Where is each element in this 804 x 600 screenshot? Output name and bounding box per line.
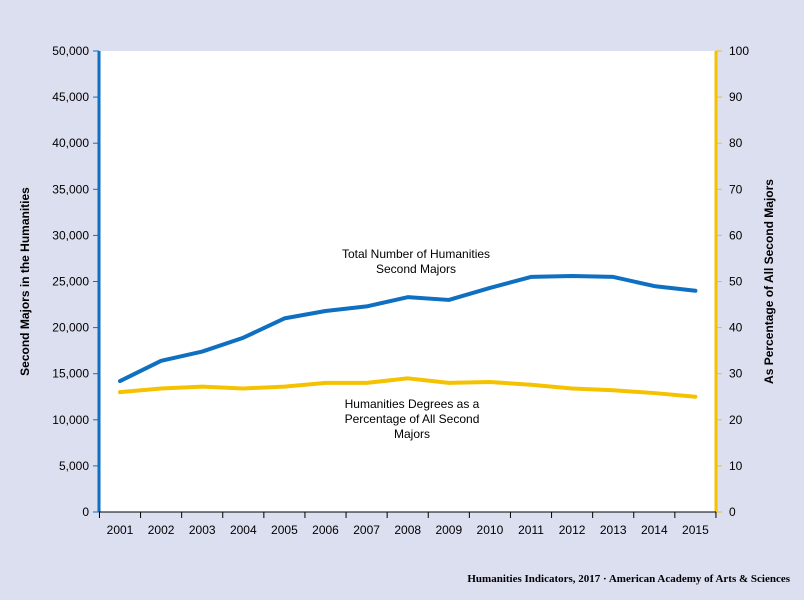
right-tick-label: 40 bbox=[729, 321, 743, 335]
x-tick-label: 2003 bbox=[189, 523, 216, 537]
x-tick-label: 2007 bbox=[353, 523, 380, 537]
x-tick-label: 2001 bbox=[107, 523, 134, 537]
plot-area bbox=[99, 51, 716, 512]
right-tick-label: 90 bbox=[729, 90, 743, 104]
right-tick-label: 50 bbox=[729, 275, 743, 289]
x-tick-label: 2005 bbox=[271, 523, 298, 537]
right-axis-title: As Percentage of All Second Majors bbox=[762, 179, 776, 384]
left-tick-label: 40,000 bbox=[52, 136, 89, 150]
x-tick-label: 2004 bbox=[230, 523, 257, 537]
x-tick-label: 2009 bbox=[435, 523, 462, 537]
right-tick-label: 100 bbox=[729, 44, 749, 58]
annotation-total-line: Second Majors bbox=[376, 262, 456, 276]
x-tick-label: 2011 bbox=[518, 523, 544, 537]
left-tick-label: 25,000 bbox=[52, 275, 89, 289]
dual-axis-line-chart: 0 5,000 10,000 15,000 20,000 25,000 30,000 35,0… bbox=[18, 44, 776, 537]
right-tick-label: 60 bbox=[729, 228, 743, 242]
annotation-percentage-line: Majors bbox=[394, 427, 430, 441]
left-tick-label: 35,000 bbox=[52, 182, 89, 196]
x-tick-label: 2008 bbox=[394, 523, 421, 537]
x-tick-label: 2012 bbox=[559, 523, 586, 537]
right-tick-label: 0 bbox=[729, 505, 736, 519]
x-tick-label: 2010 bbox=[477, 523, 504, 537]
left-tick-label: 15,000 bbox=[52, 367, 89, 381]
left-tick-label: 30,000 bbox=[52, 228, 89, 242]
right-tick-label: 70 bbox=[729, 182, 743, 196]
x-tick-label: 2006 bbox=[312, 523, 339, 537]
right-tick-label: 80 bbox=[729, 136, 743, 150]
left-tick-label: 45,000 bbox=[52, 90, 89, 104]
right-tick-label: 10 bbox=[729, 459, 743, 473]
right-tick-label: 20 bbox=[729, 413, 743, 427]
left-tick-label: 0 bbox=[82, 505, 89, 519]
annotation-percentage-line: Percentage of All Second bbox=[345, 412, 480, 426]
left-tick-label: 50,000 bbox=[52, 44, 89, 58]
source-footer: Humanities Indicators, 2017 · American A… bbox=[467, 573, 790, 585]
annotation-percentage-line: Humanities Degrees as a bbox=[345, 397, 480, 411]
series-line-total-second-majors bbox=[118, 273, 698, 384]
annotation-total-line: Total Number of Humanities bbox=[342, 247, 490, 261]
series-line-percentage bbox=[118, 376, 698, 399]
x-tick-label: 2015 bbox=[682, 523, 709, 537]
right-tick-label: 30 bbox=[729, 367, 743, 381]
left-tick-label: 10,000 bbox=[52, 413, 89, 427]
left-tick-label: 5,000 bbox=[59, 459, 89, 473]
x-tick-label: 2002 bbox=[148, 523, 175, 537]
left-axis-title: Second Majors in the Humanities bbox=[18, 187, 32, 376]
x-tick-label: 2014 bbox=[641, 523, 668, 537]
x-tick-label: 2013 bbox=[600, 523, 627, 537]
left-tick-label: 20,000 bbox=[52, 321, 89, 335]
